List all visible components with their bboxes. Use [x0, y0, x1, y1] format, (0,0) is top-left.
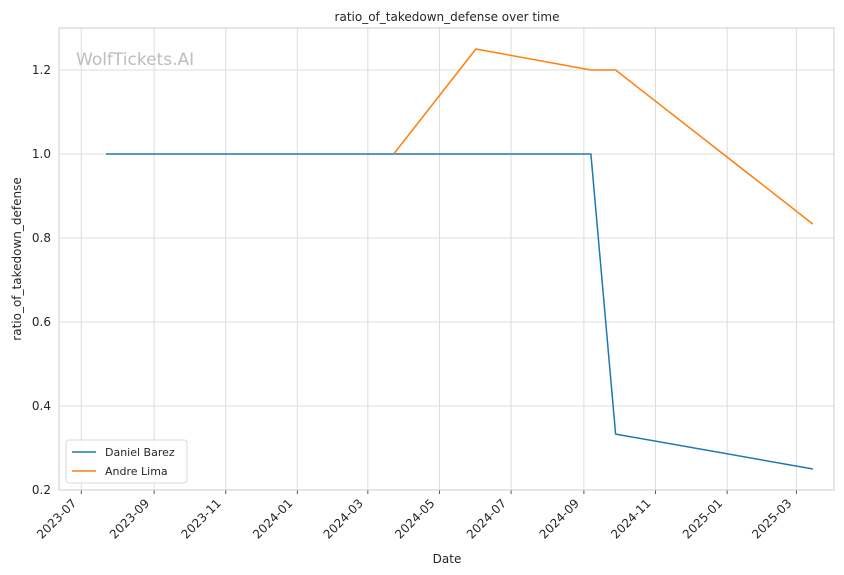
y-tick-label: 0.2 [32, 483, 51, 497]
x-tick-labels: 2023-07 2023-09 2023-11 2024-01 2024-03 2024-… [34, 496, 794, 541]
x-tick-label: 2023-07 [34, 496, 79, 541]
x-tick-label: 2024-05 [392, 496, 437, 541]
x-axis-label: Date [433, 552, 462, 566]
series-line-andre-lima [393, 48, 814, 225]
y-axis-label: ratio_of_takedown_defense [10, 177, 24, 340]
x-tick-label: 2025-03 [749, 496, 794, 541]
legend-box [65, 439, 188, 484]
gridlines [59, 28, 834, 494]
chart-title: ratio_of_takedown_defense over time [335, 10, 560, 24]
legend: Daniel Barez Andre Lima [65, 439, 188, 484]
series-lines [106, 48, 814, 470]
series-line-daniel-barez [106, 153, 814, 470]
x-tick-label: 2023-09 [107, 496, 152, 541]
x-tick-label: 2024-03 [321, 496, 366, 541]
watermark-text: WolfTickets.AI [76, 50, 194, 70]
x-tick-label: 2025-01 [680, 496, 725, 541]
x-tick-label: 2024-07 [464, 496, 509, 541]
y-tick-label: 1.2 [32, 63, 51, 77]
legend-label-andre-lima: Andre Lima [105, 465, 168, 478]
x-tick-label: 2024-09 [537, 496, 582, 541]
x-tick-label: 2024-01 [250, 496, 295, 541]
y-tick-label: 0.8 [32, 231, 51, 245]
x-tick-label: 2023-11 [179, 496, 224, 541]
plot-area [58, 27, 835, 491]
y-tick-label: 0.6 [32, 315, 51, 329]
x-tick-label: 2024-11 [608, 496, 653, 541]
legend-label-daniel-barez: Daniel Barez [105, 446, 175, 459]
y-tick-label: 0.4 [32, 399, 51, 413]
y-tick-labels: 0.2 0.4 0.6 0.8 1.0 1.2 [32, 63, 51, 497]
y-tick-label: 1.0 [32, 147, 51, 161]
